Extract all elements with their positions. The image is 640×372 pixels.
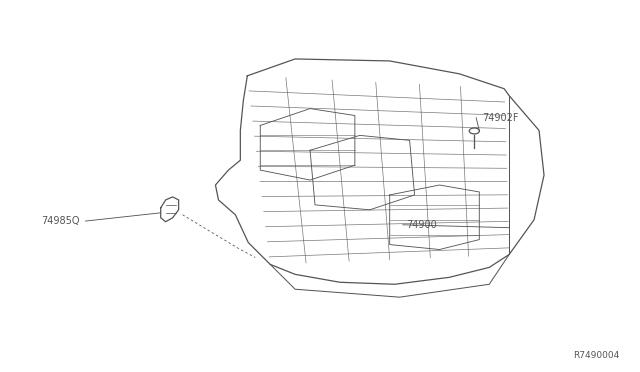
- Text: 74985Q: 74985Q: [41, 216, 79, 226]
- Text: R7490004: R7490004: [573, 350, 620, 359]
- Text: 74900: 74900: [406, 220, 436, 230]
- Text: 74902F: 74902F: [483, 113, 519, 123]
